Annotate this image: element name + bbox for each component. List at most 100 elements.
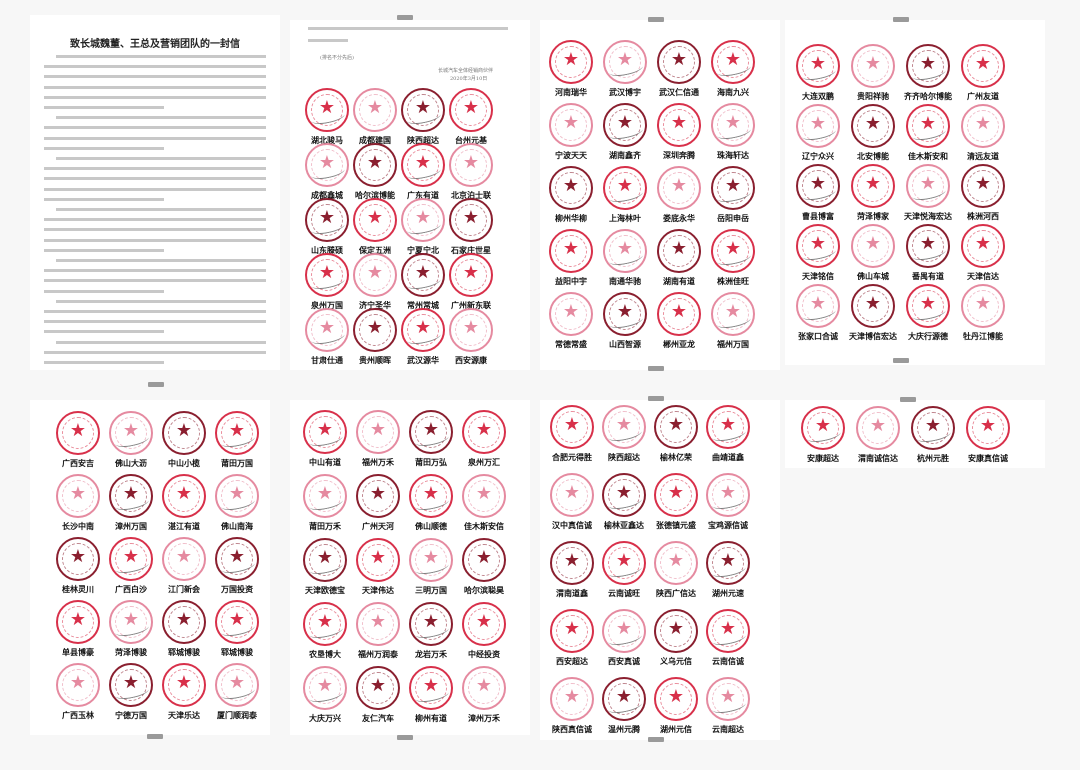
seal-ring [556,683,588,715]
dealer-name: 天津悦海宏达 [904,212,952,221]
company-seal: ★ [906,284,950,328]
seal-ring [802,110,834,142]
dealer-name: 广西玉林 [62,711,94,720]
text-line [44,218,266,222]
dealer-name: 中山有道 [309,458,341,467]
seal-ring [712,615,744,647]
company-seal: ★ [711,103,755,147]
seal-ring [663,235,695,267]
seal-ring [309,544,341,576]
star-icon: ★ [562,175,580,196]
star-icon: ★ [809,53,827,74]
dealer-name: 济宁圣华 [359,301,391,310]
company-seal: ★ [603,292,647,336]
dealer-name: 龙岩万禾 [415,650,447,659]
dealer-name: 湖州元速 [712,589,744,598]
company-seal: ★ [550,609,594,653]
seal-ring [663,46,695,78]
dealer-name: 合肥元得胜 [552,453,592,462]
dealer-name: 海南九兴 [717,88,749,97]
dealer-name: 湖南鑫齐 [609,151,641,160]
seal-ring [362,544,394,576]
seal-ring [857,50,889,82]
company-seal: ★ [654,405,698,449]
seal-ring [221,480,253,512]
dealer-name: 湖州元信 [660,725,692,734]
star-icon: ★ [719,550,737,571]
text-line [44,75,266,79]
star-icon: ★ [974,173,992,194]
seal-ring [556,479,588,511]
company-seal: ★ [356,410,400,454]
dealer-name: 福州万禾 [362,458,394,467]
seal-ring [455,149,487,181]
star-icon: ★ [175,672,193,693]
seal-ring [967,170,999,202]
seal-ring [407,94,439,126]
dealer-name: 安康超达 [807,454,839,463]
seal-ring [115,669,147,701]
company-seal: ★ [801,406,845,450]
company-seal: ★ [215,600,259,644]
star-icon: ★ [563,482,581,503]
star-icon: ★ [563,414,581,435]
dealer-name: 广州新东联 [451,301,491,310]
seal-ring [309,416,341,448]
star-icon: ★ [667,414,685,435]
star-icon: ★ [414,152,432,173]
dealer-name: 保定五洲 [359,246,391,255]
seal-ring [415,544,447,576]
company-seal: ★ [550,405,594,449]
star-icon: ★ [228,546,246,567]
star-icon: ★ [719,618,737,639]
star-icon: ★ [724,112,742,133]
star-icon: ★ [316,419,334,440]
company-seal: ★ [711,292,755,336]
star-icon: ★ [122,609,140,630]
company-seal: ★ [353,143,397,187]
text-line [44,269,266,273]
seal-ring [609,235,641,267]
dealer-name: 宁夏宁北 [407,246,439,255]
star-icon: ★ [809,173,827,194]
seal-ring [712,479,744,511]
star-icon: ★ [616,175,634,196]
dealer-name: 株洲河西 [967,212,999,221]
seal-ring [663,298,695,330]
dealer-name: 佛山大沥 [115,459,147,468]
seal-ring [455,314,487,346]
company-seal: ★ [906,224,950,268]
company-seal: ★ [603,103,647,147]
dealer-name: 石家庄世星 [451,246,491,255]
company-seal: ★ [305,308,349,352]
dealer-name: 陕西真信诚 [552,725,592,734]
star-icon: ★ [979,415,997,436]
company-seal: ★ [305,253,349,297]
company-seal: ★ [961,104,1005,148]
dealer-name: 广州天河 [362,522,394,531]
star-icon: ★ [422,419,440,440]
star-icon: ★ [563,550,581,571]
dealer-name: 榆林亚鑫达 [604,521,644,530]
company-seal: ★ [711,40,755,84]
company-seal: ★ [657,229,701,273]
company-seal: ★ [449,143,493,187]
seal-ring [660,683,692,715]
company-seal: ★ [401,88,445,132]
dealer-name: 西安超达 [556,657,588,666]
star-icon: ★ [670,112,688,133]
company-seal: ★ [356,538,400,582]
star-icon: ★ [869,415,887,436]
dealer-name: 汉中真信诚 [552,521,592,530]
star-icon: ★ [369,547,387,568]
seal-ring [362,480,394,512]
star-icon: ★ [318,152,336,173]
dealer-name: 柳州华柳 [555,214,587,223]
star-icon: ★ [462,207,480,228]
dealer-name: 陕西超达 [608,453,640,462]
company-seal: ★ [549,103,593,147]
company-seal: ★ [462,538,506,582]
company-seal: ★ [711,166,755,210]
text-line [56,259,266,262]
dealer-name: 郓城博骏 [221,648,253,657]
